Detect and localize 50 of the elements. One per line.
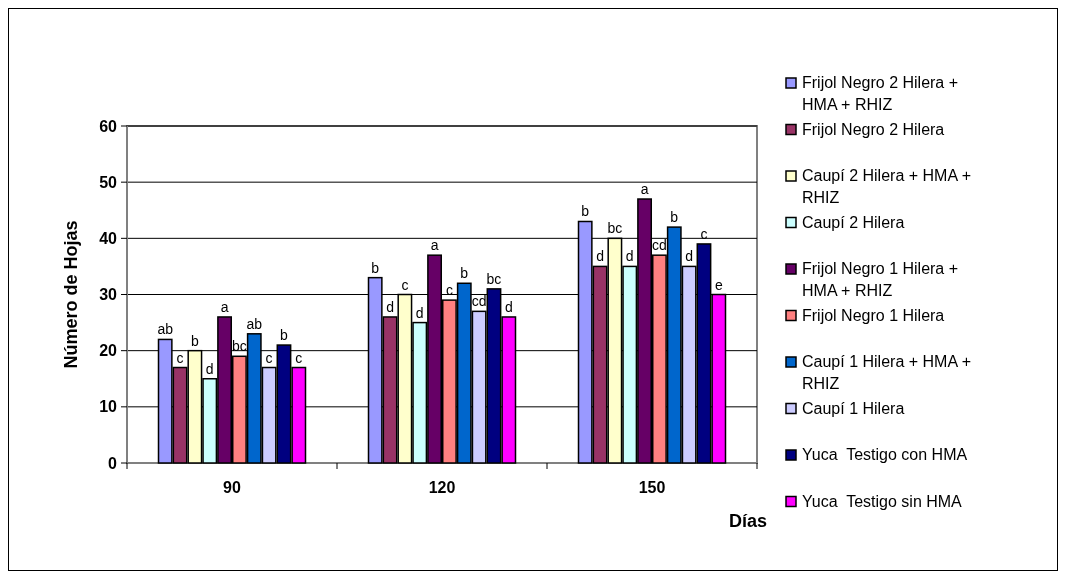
data-label: ab bbox=[157, 321, 174, 338]
data-label: b bbox=[670, 209, 679, 226]
legend-label: Frijol Negro 1 Hilera + HMA + RHIZ bbox=[802, 260, 959, 299]
y-axis-title: Número de Hojas bbox=[61, 220, 81, 369]
y-tick-label: 40 bbox=[99, 229, 118, 247]
data-label: d bbox=[386, 298, 394, 315]
legend-label: Caupí 2 Hilera bbox=[802, 213, 905, 231]
legend-label: Caupí 1 Hilera + HMA + RHIZ bbox=[802, 353, 971, 392]
data-label: c bbox=[700, 225, 708, 242]
data-label: a bbox=[430, 237, 439, 254]
legend-label: Frijol Negro 2 Hilera bbox=[802, 120, 945, 138]
legend-label: Yuca Testigo sin HMA bbox=[802, 492, 963, 510]
data-label: b bbox=[581, 203, 590, 220]
legend-label: Frijol Negro 2 Hilera + HMA + RHIZ bbox=[802, 74, 959, 113]
data-label: d bbox=[205, 360, 214, 377]
data-label: b bbox=[190, 332, 199, 349]
y-tick-label: 0 bbox=[108, 454, 118, 472]
data-label: b bbox=[280, 327, 289, 344]
y-tick-label: 50 bbox=[99, 173, 118, 191]
data-label: e bbox=[714, 276, 723, 293]
legend-label: Caupí 1 Hilera bbox=[802, 399, 905, 417]
data-label: a bbox=[220, 298, 229, 315]
data-label: a bbox=[640, 181, 649, 198]
legend-label: Caupí 2 Hilera + HMA + RHIZ bbox=[802, 167, 971, 206]
data-label: d bbox=[625, 248, 634, 265]
data-label: b bbox=[371, 259, 380, 276]
x-tick-label: 120 bbox=[428, 479, 456, 496]
data-label: c bbox=[401, 276, 409, 293]
data-label: d bbox=[415, 304, 424, 321]
legend-label: Frijol Negro 1 Hilera bbox=[802, 306, 945, 324]
data-label: c bbox=[176, 349, 184, 366]
data-label: d bbox=[504, 298, 513, 315]
data-label: bc bbox=[607, 220, 623, 237]
y-tick-label: 30 bbox=[99, 286, 118, 304]
data-label: d bbox=[685, 248, 694, 265]
data-label: d bbox=[596, 248, 604, 265]
data-label: cd bbox=[652, 237, 667, 254]
data-label: c bbox=[265, 349, 273, 366]
y-tick-label: 60 bbox=[99, 117, 118, 135]
data-label: ab bbox=[246, 315, 263, 332]
x-tick-label: 90 bbox=[223, 479, 241, 496]
data-label: cd bbox=[471, 293, 487, 310]
data-label: b bbox=[460, 265, 469, 282]
data-label: bc bbox=[486, 270, 502, 287]
x-tick-label: 150 bbox=[638, 479, 666, 496]
y-tick-label: 10 bbox=[99, 398, 118, 416]
data-label: c bbox=[295, 349, 303, 366]
x-axis-title: Días bbox=[728, 511, 767, 531]
y-tick-label: 20 bbox=[99, 342, 118, 360]
legend-label: Yuca Testigo con HMA bbox=[802, 446, 968, 463]
